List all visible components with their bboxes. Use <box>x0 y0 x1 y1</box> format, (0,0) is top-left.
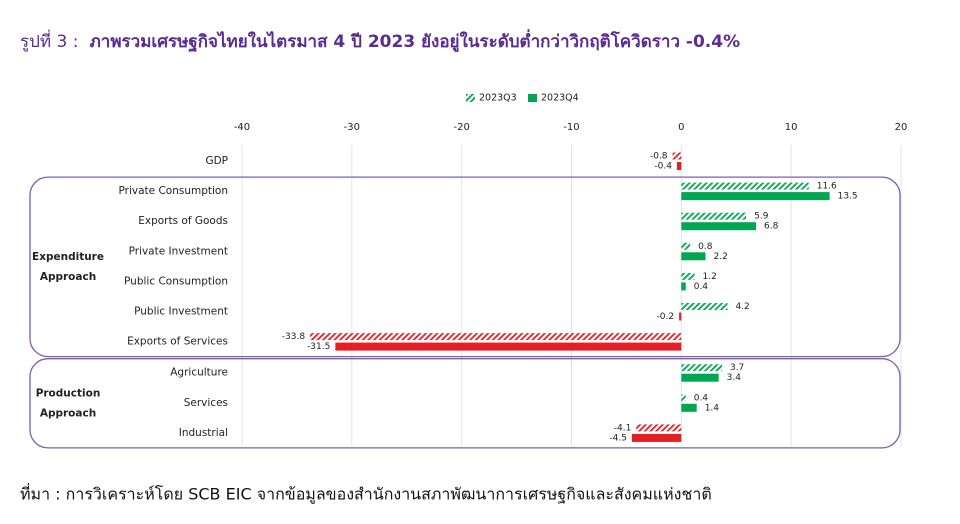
data-label: -0.2 <box>657 312 675 322</box>
y-tick-label: Exports of Goods <box>138 215 228 227</box>
y-tick-label: Agriculture <box>170 367 228 379</box>
bar <box>681 272 695 280</box>
y-tick-label: Public Investment <box>134 306 228 318</box>
x-tick-label: -20 <box>453 122 469 133</box>
data-label: 1.4 <box>705 403 720 413</box>
bar <box>681 403 697 412</box>
data-label: -4.1 <box>614 423 632 433</box>
group-label: Production Approach <box>36 387 101 419</box>
bar <box>681 182 809 190</box>
group-label-line: Production <box>36 387 101 399</box>
y-tick-label: Public Consumption <box>124 275 228 287</box>
data-label: -33.8 <box>282 332 306 342</box>
group-label-line: Approach <box>40 271 96 283</box>
bar <box>679 312 682 321</box>
bar <box>681 282 686 291</box>
data-label: 0.4 <box>694 282 709 292</box>
title-text: ภาพรวมเศรษฐกิจไทยในไตรมาส 4 ปี 2023 ยังอ… <box>90 29 741 53</box>
chart-title: รูปที่ 3 : ภาพรวมเศรษฐกิจไทยในไตรมาส 4 ป… <box>20 29 740 53</box>
data-label: 13.5 <box>838 192 858 202</box>
y-tick-label: Private Consumption <box>119 185 229 197</box>
data-label: -0.4 <box>654 162 672 172</box>
bar <box>681 373 719 382</box>
group-label-line: Expenditure <box>32 251 104 263</box>
group-box <box>29 358 901 449</box>
data-label: -31.5 <box>307 342 330 352</box>
bar <box>672 152 682 160</box>
y-tick-label: Industrial <box>179 427 228 439</box>
legend-label: 2023Q3 <box>479 93 517 104</box>
bar <box>681 394 686 402</box>
title-label: รูปที่ 3 : <box>20 29 78 52</box>
group-box <box>29 176 901 358</box>
bar <box>681 212 747 220</box>
source-note: ที่มา : การวิเคราะห์โดย SCB EIC จากข้อมู… <box>20 483 712 505</box>
data-label: 3.4 <box>727 373 742 383</box>
data-label: -4.5 <box>609 433 627 443</box>
x-tick-label: -40 <box>234 122 250 133</box>
x-tick-label: -10 <box>563 122 579 133</box>
bar <box>335 342 682 351</box>
group-label-line: Approach <box>40 407 96 419</box>
bar <box>681 242 691 250</box>
bar <box>631 433 682 442</box>
bar <box>681 303 728 310</box>
data-label: 5.9 <box>754 212 769 222</box>
x-tick-label: -30 <box>344 122 360 133</box>
y-tick-label: Private Investment <box>129 245 228 257</box>
y-tick-label: GDP <box>205 155 228 167</box>
group-label: Expenditure Approach <box>32 251 104 283</box>
data-label: 3.7 <box>730 363 744 373</box>
data-label: 11.6 <box>817 182 837 192</box>
bar <box>676 162 682 170</box>
legend-swatch <box>466 94 475 102</box>
x-tick-label: 10 <box>785 122 798 133</box>
x-tick-label: 0 <box>678 122 684 133</box>
bar <box>681 252 706 261</box>
legend-label: 2023Q4 <box>541 93 579 104</box>
bar <box>681 364 722 372</box>
data-label: -0.8 <box>650 152 668 162</box>
bar <box>636 424 682 432</box>
bar <box>310 333 682 341</box>
legend-swatch <box>528 94 537 102</box>
bar <box>681 222 757 231</box>
data-label: 0.4 <box>694 393 709 403</box>
data-label: 0.8 <box>698 242 713 252</box>
data-label: 1.2 <box>703 272 717 282</box>
y-tick-label: Services <box>184 397 228 409</box>
data-label: 2.2 <box>713 252 727 262</box>
bar <box>681 192 830 201</box>
x-tick-label: 20 <box>895 122 908 133</box>
data-label: 6.8 <box>764 222 779 232</box>
y-tick-label: Exports of Services <box>127 336 228 348</box>
data-label: 4.2 <box>735 302 749 312</box>
